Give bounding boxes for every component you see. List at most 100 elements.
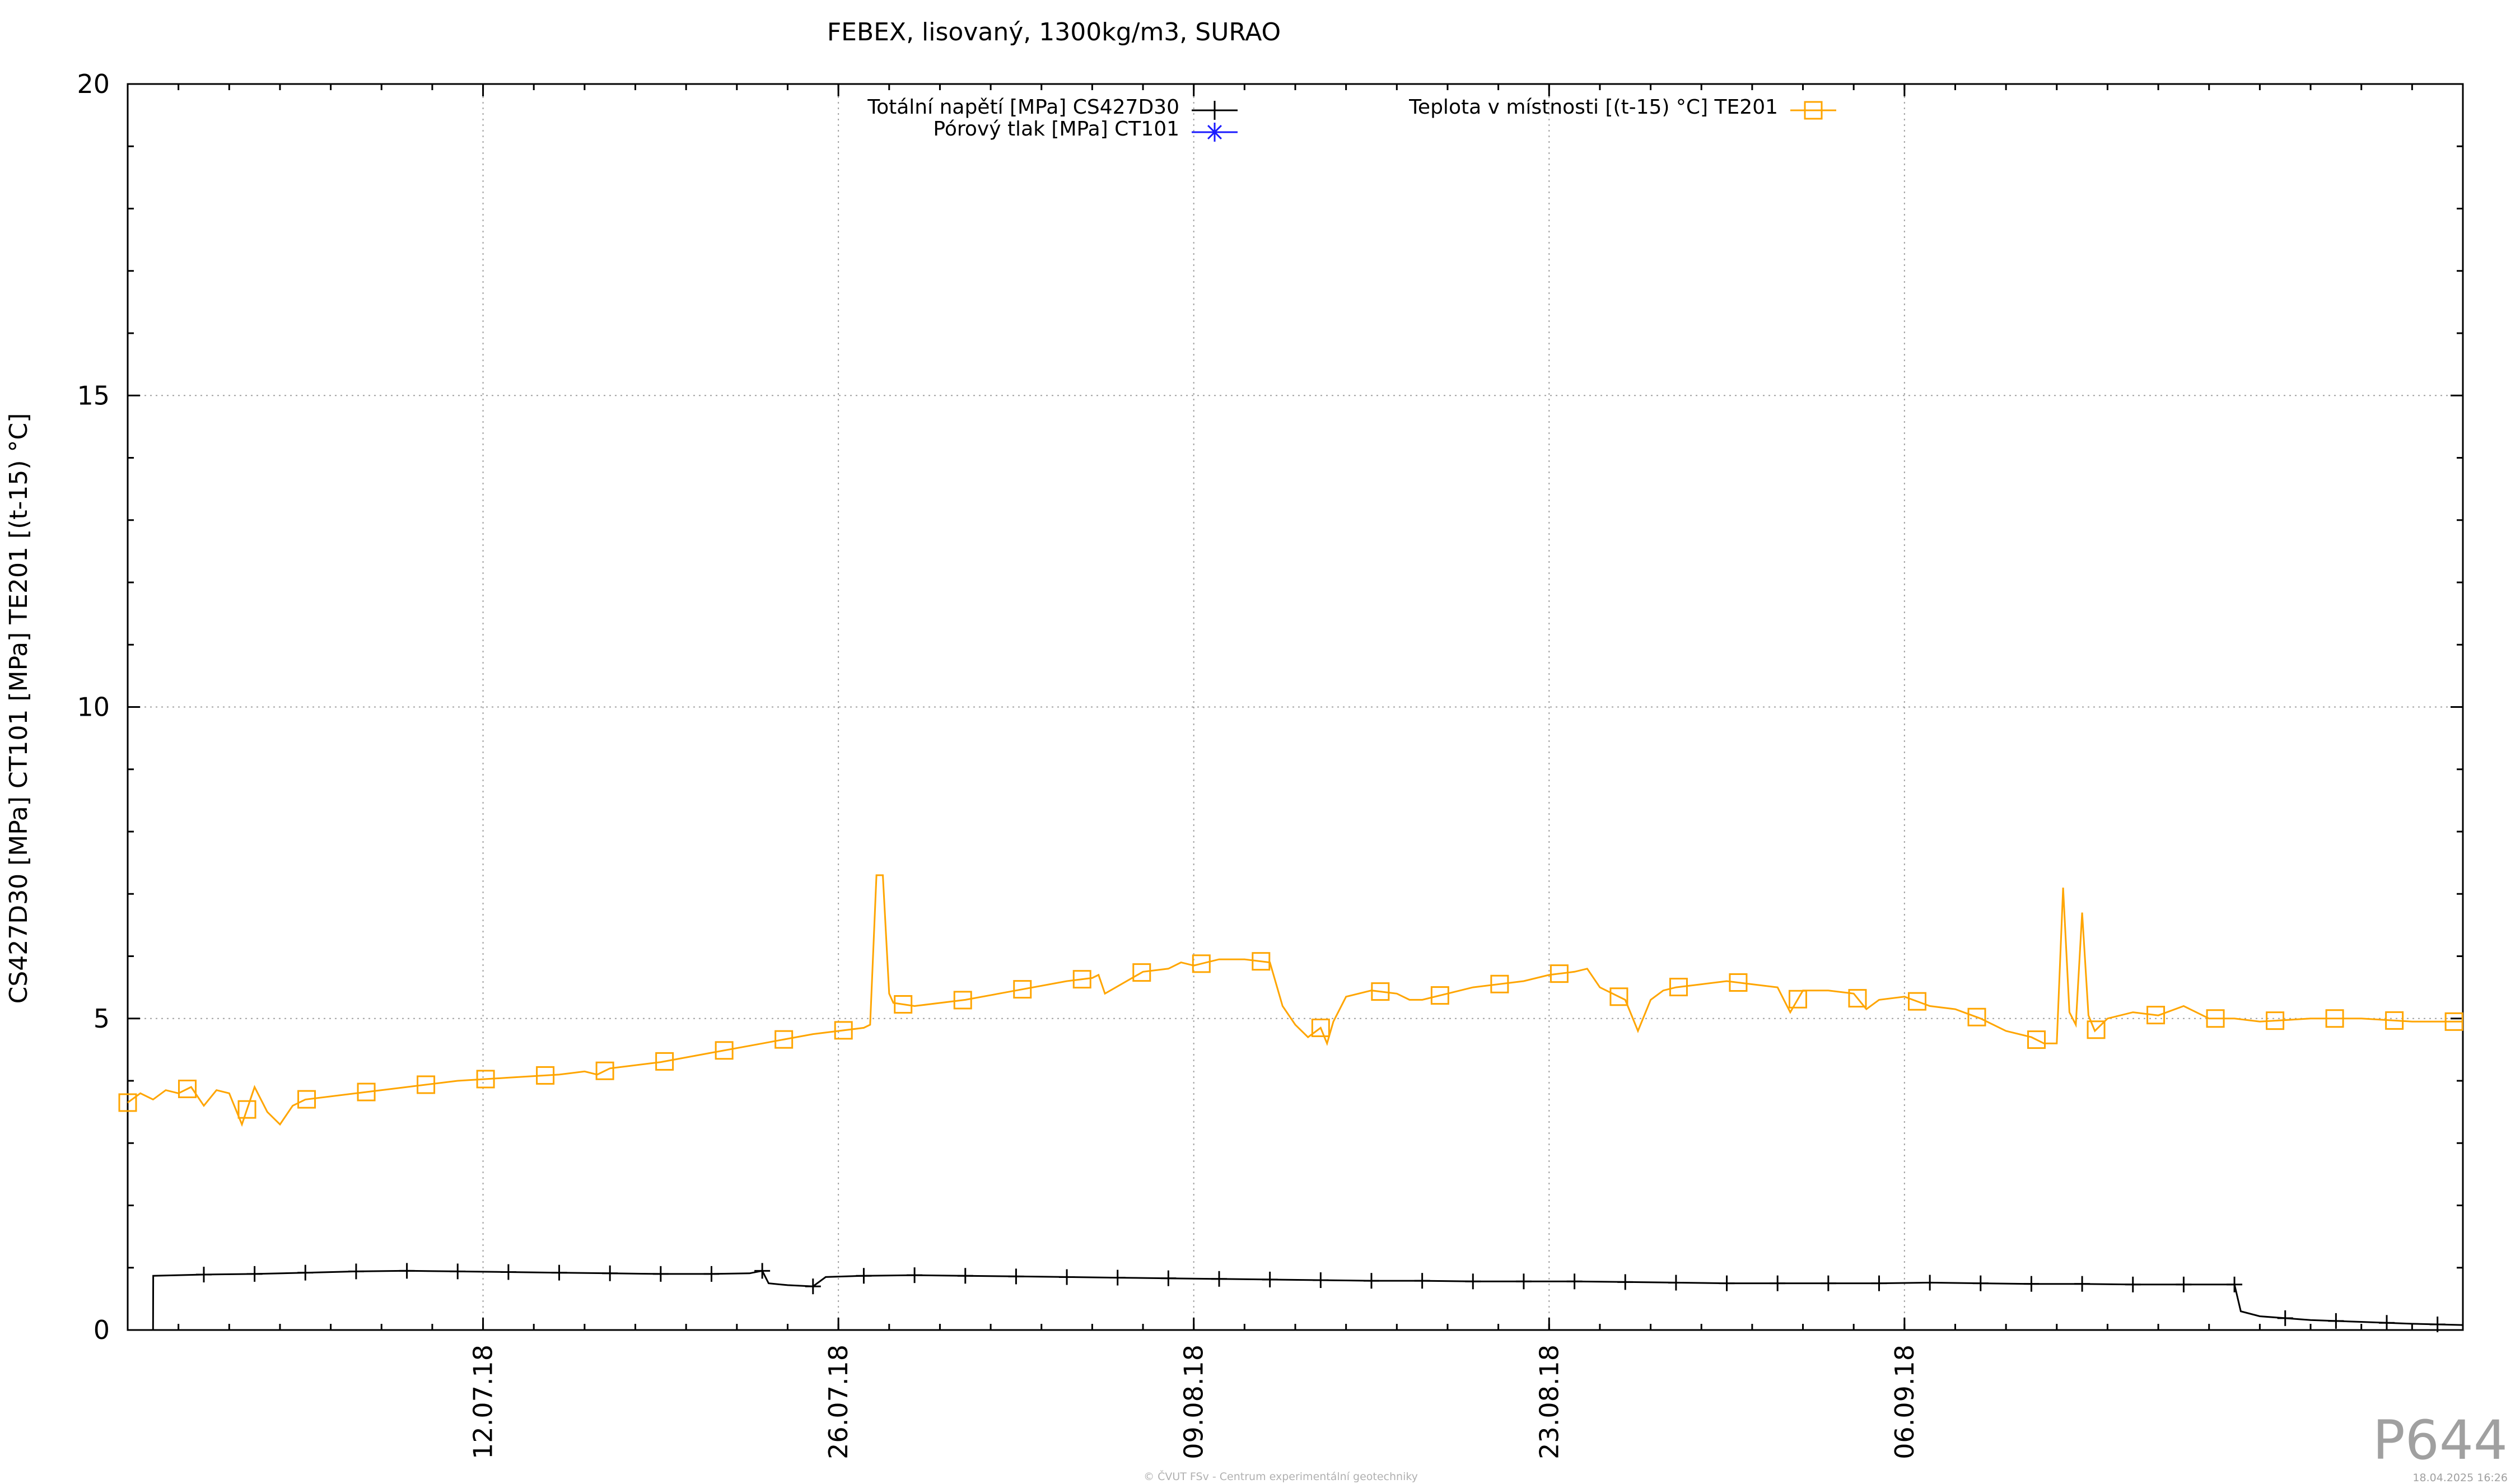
y-axis-label: CS427D30 [MPa] CT101 [MPa] TE201 [(t-15)…	[4, 413, 33, 1004]
square-marker	[297, 1090, 316, 1109]
square-marker	[715, 1041, 734, 1060]
footer-date: 18.04.2025 16:26	[2412, 1472, 2508, 1484]
square-marker	[894, 995, 913, 1014]
square-marker	[118, 1093, 137, 1112]
square-marker	[953, 991, 972, 1010]
square-marker	[417, 1075, 436, 1094]
plus-marker	[602, 1265, 618, 1281]
plus-marker	[500, 1264, 516, 1280]
plus-marker	[1008, 1268, 1024, 1285]
square-marker	[237, 1100, 256, 1119]
plus-marker	[1668, 1275, 1684, 1291]
plus-marker	[195, 1266, 212, 1282]
plus-marker	[2023, 1276, 2040, 1292]
plus-marker	[1262, 1271, 1278, 1287]
plus-marker	[1363, 1273, 1379, 1289]
series-group	[152, 1263, 2463, 1332]
square-marker	[1967, 1007, 1986, 1026]
square-marker	[2266, 1011, 2285, 1030]
plus-marker	[2429, 1316, 2446, 1332]
plus-marker	[1465, 1273, 1481, 1290]
plus-marker	[246, 1266, 263, 1282]
plus-marker	[2125, 1276, 2141, 1292]
plus-marker	[2379, 1315, 2395, 1331]
x-tick-label: 23.08.18	[1534, 1345, 1564, 1459]
square-marker	[1848, 989, 1867, 1008]
plus-marker	[1205, 101, 1224, 120]
square-marker	[1907, 992, 1926, 1011]
plus-marker	[1211, 1271, 1228, 1287]
square-marker	[834, 1021, 853, 1040]
plus-marker	[2277, 1310, 2293, 1326]
square-marker	[1490, 974, 1509, 993]
square-marker	[2146, 1006, 2166, 1025]
plus-marker	[1617, 1274, 1634, 1290]
plus-marker	[1109, 1270, 1126, 1286]
square-marker	[774, 1030, 794, 1049]
square-marker	[655, 1052, 674, 1071]
y-tick-label: 0	[94, 1315, 110, 1345]
square-marker	[2385, 1011, 2404, 1030]
plus-marker	[551, 1264, 567, 1281]
square-marker	[2444, 1012, 2463, 1031]
plus-marker	[1820, 1275, 1836, 1291]
legend-entry-label: Pórový tlak [MPa] CT101	[933, 118, 1179, 141]
square-marker	[1804, 101, 1823, 120]
y-tick-label: 10	[77, 692, 110, 722]
plus-marker	[805, 1278, 821, 1295]
square-marker	[1609, 987, 1628, 1006]
axis-ticks: 0 5 10 15 20 12.07.18 26.07.18 09.08.18 23.08.18…	[77, 69, 2464, 1459]
plus-marker	[907, 1267, 923, 1284]
square-marker	[2325, 1009, 2344, 1028]
legend-entry-label: Teplota v místnosti [(t-15) °C] TE201	[1408, 96, 1778, 119]
x-tick-label: 06.09.18	[1889, 1345, 1920, 1459]
legend-entry-label: Totální napětí [MPa] CS427D30	[867, 96, 1179, 119]
plus-marker	[1313, 1272, 1329, 1288]
square-marker	[1132, 963, 1151, 982]
square-marker	[1371, 982, 1390, 1001]
square-marker	[536, 1066, 555, 1085]
plus-marker	[2227, 1276, 2243, 1292]
square-marker	[1013, 980, 1032, 999]
series-line	[152, 1270, 2463, 1331]
y-tick-label: 5	[94, 1004, 110, 1034]
plus-marker	[1719, 1275, 1735, 1291]
square-marker	[1729, 973, 1748, 992]
footer-credit: © ČVUT FSv - Centrum experimentální geot…	[1144, 1469, 1418, 1483]
plus-marker	[703, 1266, 720, 1282]
series-group	[118, 874, 2463, 1127]
plus-marker	[1972, 1275, 1989, 1291]
square-marker	[476, 1070, 495, 1089]
plus-marker	[399, 1263, 415, 1279]
plus-marker	[2074, 1276, 2090, 1292]
chart-title: FEBEX, lisovaný, 1300kg/m3, SURAO	[827, 18, 1281, 46]
square-marker	[1252, 952, 1271, 971]
series-line	[127, 874, 2463, 1127]
plus-marker	[1922, 1275, 1938, 1291]
plus-marker	[1059, 1269, 1075, 1285]
grid	[128, 84, 2463, 1330]
plot-frame	[127, 83, 2464, 1331]
plus-marker	[652, 1266, 669, 1282]
square-marker	[1550, 964, 1569, 983]
square-marker	[1788, 990, 1807, 1009]
series-layer	[118, 874, 2463, 1332]
plus-marker	[856, 1268, 872, 1284]
plus-marker	[957, 1268, 973, 1284]
star-marker	[1205, 123, 1224, 142]
plus-marker	[1414, 1273, 1430, 1289]
x-tick-label: 09.08.18	[1179, 1345, 1209, 1459]
x-tick-label: 12.07.18	[468, 1345, 498, 1459]
plus-marker	[1160, 1270, 1177, 1286]
plus-marker	[297, 1264, 314, 1281]
plus-marker	[1871, 1275, 1887, 1291]
square-marker	[2087, 1020, 2106, 1039]
square-marker	[2206, 1009, 2225, 1028]
square-marker	[1072, 970, 1091, 989]
square-marker	[2027, 1030, 2046, 1049]
plus-marker	[754, 1263, 771, 1279]
square-marker	[1430, 986, 1449, 1005]
plus-marker	[2176, 1276, 2192, 1292]
watermark-label: P644	[2373, 1409, 2508, 1472]
